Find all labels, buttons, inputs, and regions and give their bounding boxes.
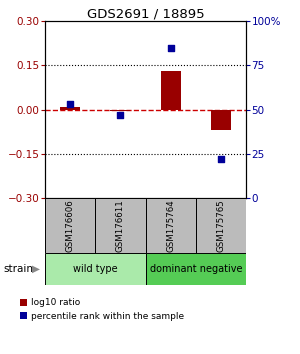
Text: GSM176606: GSM176606	[66, 199, 75, 252]
Text: GSM175764: GSM175764	[166, 199, 175, 252]
Text: strain: strain	[3, 264, 33, 274]
Bar	[45, 253, 146, 285]
Bar	[60, 107, 80, 110]
Text: GSM175765: GSM175765	[216, 199, 225, 252]
Bar	[196, 198, 246, 253]
Point	[68, 102, 73, 107]
Text: GSM176611: GSM176611	[116, 199, 125, 252]
Bar	[45, 198, 95, 253]
Bar	[146, 253, 246, 285]
Bar	[160, 72, 181, 110]
Bar	[95, 198, 146, 253]
Text: wild type: wild type	[73, 264, 118, 274]
Point	[118, 112, 123, 118]
Bar	[146, 198, 196, 253]
Text: ▶: ▶	[32, 264, 40, 274]
Bar	[110, 110, 130, 111]
Title: GDS2691 / 18895: GDS2691 / 18895	[87, 7, 204, 20]
Legend: log10 ratio, percentile rank within the sample: log10 ratio, percentile rank within the …	[20, 298, 184, 321]
Point	[218, 156, 223, 162]
Bar	[211, 110, 231, 130]
Text: dominant negative: dominant negative	[149, 264, 242, 274]
Point	[168, 45, 173, 51]
